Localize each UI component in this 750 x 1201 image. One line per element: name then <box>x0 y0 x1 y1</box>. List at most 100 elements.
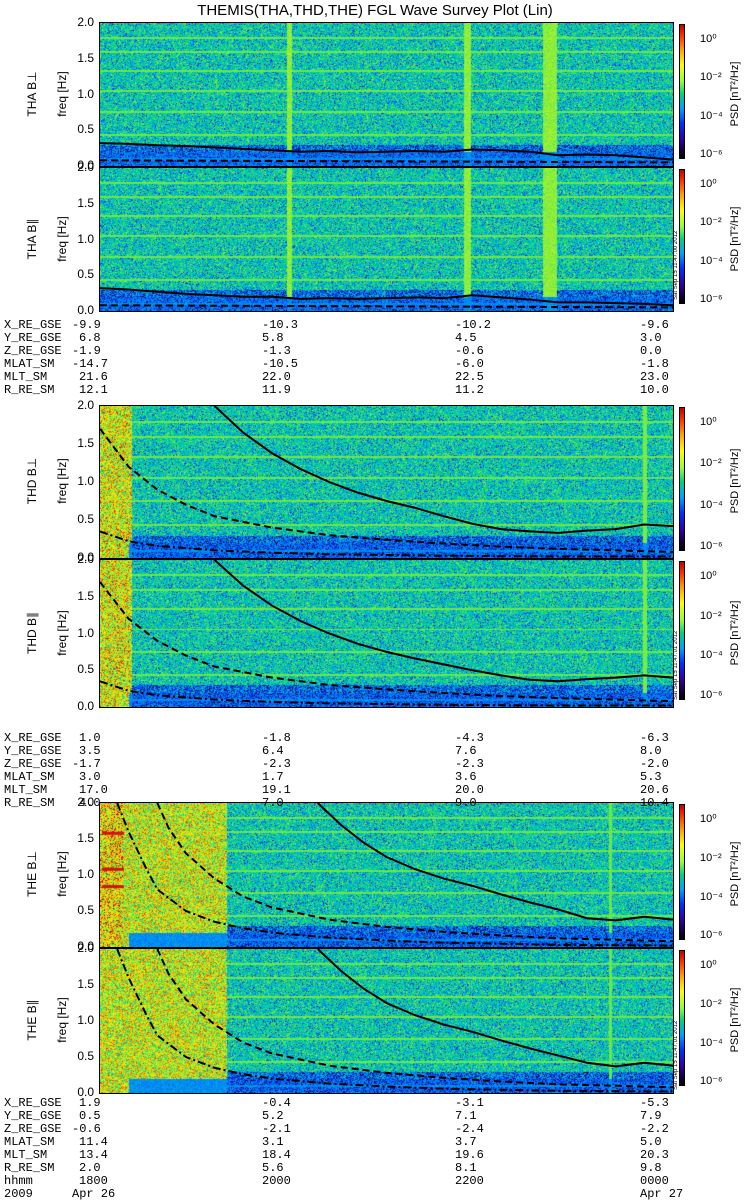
colorbar-tick: 10⁻⁶ <box>700 148 723 161</box>
ephemeris-value: -0.6 <box>455 344 484 358</box>
ytick-label: 2.0 <box>77 941 94 955</box>
colorbar-tick: 10⁻² <box>700 997 722 1010</box>
solid-line <box>317 803 673 922</box>
ephemeris-value: 7.1 <box>455 1109 477 1123</box>
colorbar-tick: 10⁻⁴ <box>700 498 723 511</box>
ytick-label: 0.5 <box>77 903 94 917</box>
ephemeris-value: 1.9 <box>79 1096 101 1110</box>
colorbar-tick: 10⁻⁶ <box>700 539 723 552</box>
solid-line <box>213 560 673 683</box>
ytick-label: 1.0 <box>77 474 94 488</box>
colorbar-label: PSD [nT²/Hz] <box>729 448 741 514</box>
ephemeris-value: 9.8 <box>640 1161 662 1175</box>
overlay-lines <box>116 803 673 947</box>
ephemeris-value: -9.6 <box>640 318 669 332</box>
colorbar-label: PSD [nT²/Hz] <box>729 841 741 907</box>
ephemeris-value: 3.0 <box>640 331 662 345</box>
spectrogram-image <box>100 560 673 707</box>
ephemeris-value: -14.7 <box>72 357 109 371</box>
ephemeris-value: -2.1 <box>262 1122 291 1136</box>
ephemeris-value: 3.6 <box>455 770 477 784</box>
ytick-label: 0.5 <box>77 662 94 677</box>
ephemeris-value: -6.3 <box>640 731 669 745</box>
ephemeris-label: R_RE_SM <box>4 796 55 810</box>
colorbar-tick: 10⁰ <box>700 33 717 45</box>
colorbar <box>679 169 685 304</box>
ephemeris-value: 19.6 <box>455 1148 484 1162</box>
ephemeris-label: MLAT_SM <box>4 1135 55 1149</box>
overlay-lines <box>100 287 673 309</box>
ephemeris-label: X_RE_GSE <box>4 318 62 332</box>
dashed-line <box>100 581 673 703</box>
dashed-line <box>100 159 673 164</box>
ephemeris-value: -0.4 <box>262 1096 291 1110</box>
ephemeris-value: 4.0 <box>79 796 101 810</box>
colorbar-tick: 10⁻⁶ <box>700 293 723 306</box>
panel-ylabel: THA B⊥ <box>25 70 39 117</box>
ephemeris-label: MLAT_SM <box>4 357 55 371</box>
dashed-line <box>156 803 673 943</box>
spectrogram-panel <box>99 802 674 948</box>
ephemeris-value: 7.6 <box>455 744 477 758</box>
overlay-lines <box>116 949 673 1093</box>
ephemeris-value: -1.9 <box>72 344 101 358</box>
panel-ylabel: THA B∥ <box>25 218 39 259</box>
ytick-label: 1.5 <box>77 831 94 845</box>
ytick-label: 1.5 <box>77 977 94 991</box>
ephemeris-value: 5.6 <box>262 1161 284 1175</box>
panel-yunit: freq [Hz] <box>55 458 69 504</box>
ephemeris-label: Z_RE_GSE <box>4 344 62 358</box>
ytick-label: 1.0 <box>77 867 94 881</box>
ephemeris-value: -2.2 <box>640 1122 669 1136</box>
ytick-label: 0.0 <box>77 699 94 713</box>
spectrogram-image <box>100 23 673 166</box>
ephemeris-value: 1.7 <box>262 770 284 784</box>
colorbar-tick: 10⁰ <box>700 570 717 582</box>
ephemeris-value: 11.9 <box>262 383 291 397</box>
colorbar-tick: 10⁻² <box>700 609 722 622</box>
ephemeris-value: 0.5 <box>79 1109 101 1123</box>
ephemeris-value: 21.6 <box>79 370 108 384</box>
ytick-label: 0.5 <box>77 122 94 137</box>
ephemeris-value: 3.5 <box>79 744 101 758</box>
colorbar-label: PSD [nT²/Hz] <box>729 61 741 126</box>
ytick-label: 1.5 <box>77 436 94 450</box>
ytick-label: 1.0 <box>77 1013 94 1027</box>
ephemeris-value: 7.9 <box>640 1109 662 1123</box>
ytick-label: 2.0 <box>77 552 94 566</box>
spectrogram-panel <box>99 559 674 708</box>
spectrogram-panel <box>99 405 674 559</box>
colorbar-tick: 10⁻⁶ <box>700 689 723 702</box>
ephemeris-value: 18.4 <box>262 1148 291 1162</box>
solid-line <box>317 949 673 1068</box>
colorbar <box>679 407 685 551</box>
ephemeris-value: 22.5 <box>455 370 484 384</box>
colorbar-tick: 10⁻² <box>700 851 722 864</box>
colorbar-tick: 10⁻⁶ <box>700 1075 723 1088</box>
colorbar-tick: 10⁻⁴ <box>700 1036 723 1049</box>
ephemeris-value: 0.0 <box>640 344 662 358</box>
ephemeris-value: -5.3 <box>640 1096 669 1110</box>
ephemeris-label: MLT_SM <box>4 783 48 797</box>
print-timestamp: Sat Sep 15 11:47:01 2012 <box>673 630 679 700</box>
colorbar-tick: 10⁻⁶ <box>700 929 723 942</box>
date-end: Apr 27 <box>640 1187 684 1201</box>
panel-yunit: freq [Hz] <box>55 609 69 656</box>
ephemeris-value: 1.0 <box>79 731 101 745</box>
colorbar-tick: 10⁻⁴ <box>700 649 723 662</box>
ephemeris-value: -6.0 <box>455 357 484 371</box>
ytick-label: 0.0 <box>77 158 94 172</box>
ytick-label: 1.0 <box>77 86 94 101</box>
ephemeris-value: 5.0 <box>640 1135 662 1149</box>
ephemeris-value: 20.0 <box>455 783 484 797</box>
ephemeris-value: -10.2 <box>455 318 492 332</box>
ephemeris-value: -2.3 <box>455 757 484 771</box>
ephemeris-label: MLAT_SM <box>4 770 55 784</box>
ephemeris-value: 3.7 <box>455 1135 477 1149</box>
ephemeris-label: Y_RE_GSE <box>4 331 62 345</box>
panel-ylabel: THE B∥ <box>25 999 39 1041</box>
panel-yunit: freq [Hz] <box>55 70 69 117</box>
ephemeris-value: 2.0 <box>79 1161 101 1175</box>
ephemeris-value: -1.8 <box>262 731 291 745</box>
ephemeris-value: 3.1 <box>262 1135 284 1149</box>
